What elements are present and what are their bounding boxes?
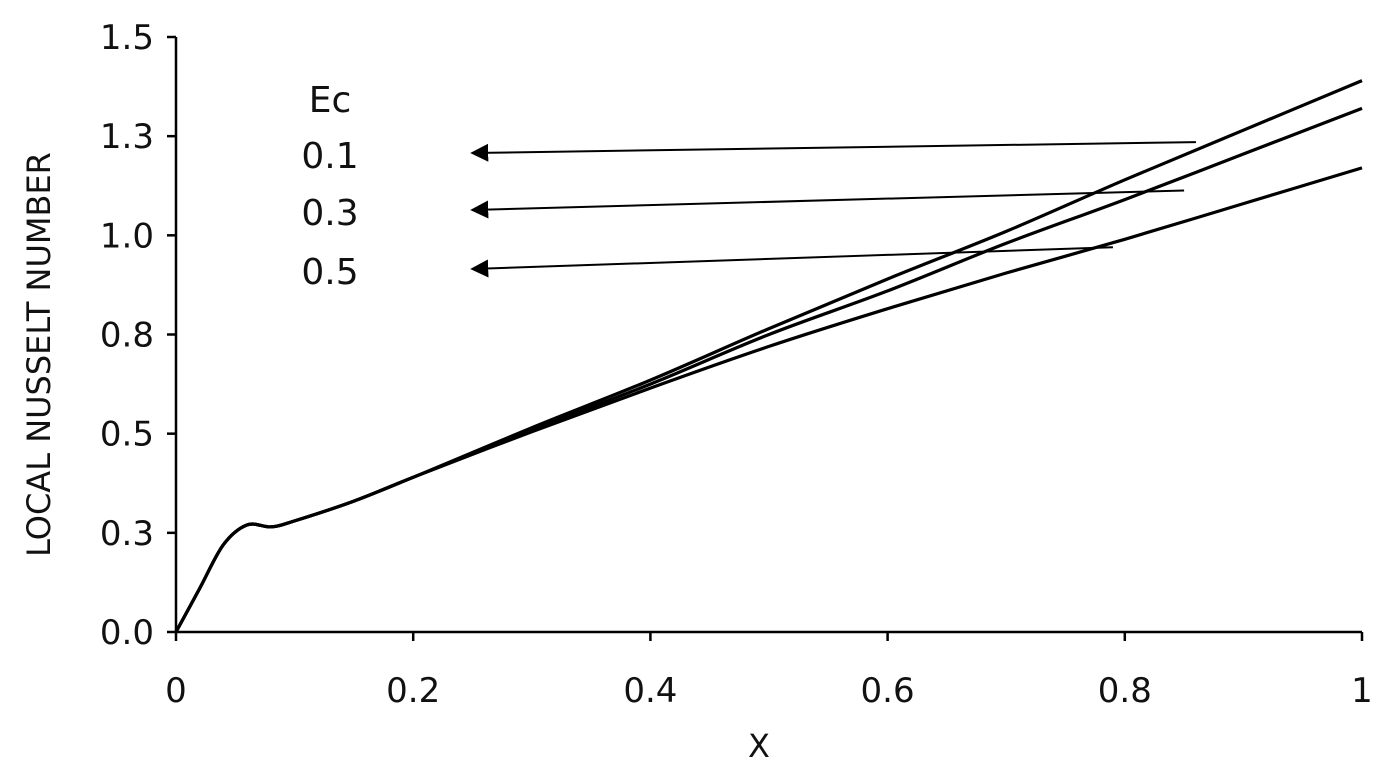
x-tick-label: 1 — [1351, 671, 1373, 711]
y-axis-title: LOCAL NUSSELT NUMBER — [20, 152, 58, 557]
y-tick-label: 1.3 — [100, 117, 154, 157]
y-tick-label: 1.5 — [100, 18, 154, 58]
legend-entry-label: 0.3 — [301, 193, 358, 234]
x-tick-label: 0.6 — [861, 671, 915, 711]
legend-pointer-arrow — [470, 141, 1196, 162]
y-tick-label: 0.5 — [100, 415, 154, 455]
legend-pointer-arrow — [470, 189, 1185, 219]
x-tick-label: 0.8 — [1098, 671, 1152, 711]
series-lines — [174, 79, 1363, 633]
legend-pointer-arrow — [470, 246, 1113, 278]
y-tick-label: 1.0 — [100, 216, 154, 256]
x-tick-label: 0.2 — [386, 671, 440, 711]
y-tick-label: 0.0 — [100, 613, 154, 653]
y-tick-label: 0.8 — [100, 316, 154, 356]
legend-entry-label: 0.1 — [301, 136, 358, 177]
series-line-ec-0-3 — [174, 106, 1363, 633]
legend-title: Ec — [309, 80, 352, 121]
x-tick-label: 0.4 — [623, 671, 677, 711]
x-tick-label: 0 — [165, 671, 187, 711]
legend-entry-label: 0.5 — [301, 252, 358, 293]
axes: 0.0 0.3 0.5 0.8 1.0 1.3 1.5 0 0.2 0.4 0.6 0.8 1 — [100, 18, 1373, 711]
x-axis-title: X — [748, 727, 770, 765]
y-tick-label: 0.3 — [100, 514, 154, 554]
legend: Ec 0.1 0.3 0.5 — [301, 80, 1196, 293]
series-line-ec-0-5 — [174, 166, 1363, 633]
